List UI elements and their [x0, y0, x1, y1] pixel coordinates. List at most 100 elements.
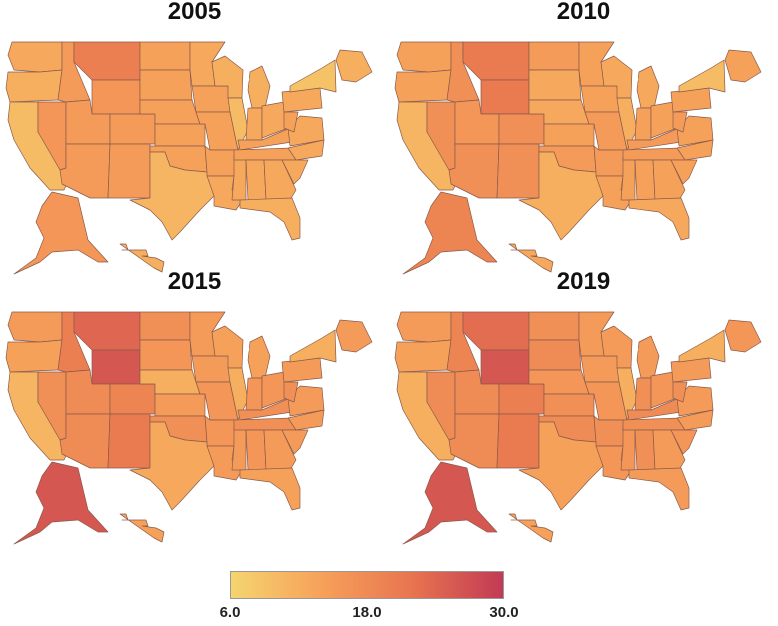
state-region-nc — [287, 139, 325, 161]
state-region-mi — [247, 335, 271, 379]
state-region-wy — [480, 349, 530, 385]
state-region-mi — [636, 65, 660, 109]
state-region-co — [498, 383, 545, 415]
state-region-ga — [263, 429, 297, 471]
state-region-hi — [119, 243, 165, 273]
colorbar-min-label: 6.0 — [219, 604, 241, 621]
state-region-hi — [508, 513, 554, 543]
state-region-mt — [73, 41, 141, 81]
state-region-ak — [402, 461, 498, 545]
state-region-tn — [622, 147, 686, 161]
lake-michigan-shape — [633, 77, 639, 109]
state-region-or — [394, 69, 452, 103]
state-region-sc — [670, 429, 698, 455]
state-region-ar — [593, 415, 626, 447]
map-panel-2005: 2005 — [0, 0, 389, 285]
state-region-me — [724, 49, 762, 83]
panel-title: 2019 — [556, 268, 611, 295]
state-region-ia — [580, 85, 620, 113]
us-choropleth-map — [5, 311, 373, 545]
colorbar-max-label: 30.0 — [489, 604, 519, 621]
state-region-tx — [518, 421, 604, 511]
state-region-ks — [543, 393, 595, 417]
state-region-mt — [462, 311, 530, 351]
colorbar-legend: 6.0 18.0 30.0 — [220, 571, 519, 621]
state-region-pa — [281, 87, 323, 113]
state-region-nc — [676, 409, 714, 431]
us-choropleth-map — [394, 41, 762, 275]
state-region-or — [5, 69, 63, 103]
state-region-mt — [73, 311, 141, 351]
state-region-sc — [281, 159, 309, 185]
state-region-al — [634, 159, 656, 201]
us-choropleth-map — [5, 41, 373, 275]
state-region-ia — [191, 85, 231, 113]
lake-michigan-shape — [633, 347, 639, 379]
state-region-ga — [263, 159, 297, 201]
panel-title: 2005 — [167, 0, 222, 25]
state-region-tn — [233, 147, 297, 161]
state-region-az — [59, 413, 111, 469]
state-region-tn — [622, 417, 686, 431]
state-region-nd — [139, 41, 191, 71]
state-region-in — [245, 377, 263, 411]
state-region-nc — [287, 409, 325, 431]
state-region-sd — [528, 69, 582, 101]
state-region-fl — [628, 197, 690, 241]
state-region-va — [676, 385, 714, 417]
panel-title: 2015 — [167, 268, 222, 295]
state-region-va — [287, 385, 325, 417]
us-choropleth-map — [394, 311, 762, 545]
state-region-nm — [496, 413, 540, 469]
state-region-me — [335, 319, 373, 353]
state-region-wa — [396, 41, 452, 73]
state-region-fl — [239, 197, 301, 241]
state-region-tx — [129, 421, 215, 511]
state-region-tx — [518, 151, 604, 241]
state-region-sd — [139, 339, 193, 371]
state-region-nm — [107, 143, 151, 199]
state-region-ks — [154, 393, 206, 417]
state-region-ny — [678, 59, 726, 93]
state-region-sd — [139, 69, 193, 101]
panel-title: 2010 — [556, 0, 611, 25]
state-region-me — [335, 49, 373, 83]
state-region-ak — [13, 461, 109, 545]
state-region-ak — [13, 191, 109, 275]
state-region-wv — [672, 111, 688, 133]
state-region-or — [5, 339, 63, 373]
map-panel-2015: 2015 — [0, 268, 389, 555]
state-region-pa — [281, 357, 323, 383]
state-region-al — [634, 429, 656, 471]
state-region-pa — [670, 87, 712, 113]
state-region-ar — [204, 415, 237, 447]
state-region-ms — [231, 425, 247, 471]
state-region-wa — [7, 311, 63, 343]
state-region-ks — [154, 123, 206, 147]
state-region-az — [448, 413, 500, 469]
state-region-ar — [204, 145, 237, 177]
lake-michigan-shape — [244, 347, 250, 379]
state-region-va — [676, 115, 714, 147]
state-region-ga — [652, 429, 686, 471]
state-region-ia — [191, 355, 231, 383]
state-region-ak — [402, 191, 498, 275]
state-region-hi — [119, 513, 165, 543]
state-region-ms — [620, 155, 636, 201]
state-region-wv — [283, 381, 299, 403]
state-region-pa — [670, 357, 712, 383]
state-region-sc — [281, 429, 309, 455]
state-region-co — [109, 113, 156, 145]
state-region-sc — [670, 159, 698, 185]
state-region-va — [287, 115, 325, 147]
state-region-wy — [480, 79, 530, 115]
state-region-nd — [528, 41, 580, 71]
state-region-ks — [543, 123, 595, 147]
state-region-wa — [7, 41, 63, 73]
state-region-nd — [139, 311, 191, 341]
state-region-az — [448, 143, 500, 199]
state-region-fl — [239, 467, 301, 511]
state-region-in — [634, 377, 652, 411]
lake-michigan-shape — [244, 77, 250, 109]
map-panel-2010: 2010 — [389, 0, 778, 285]
